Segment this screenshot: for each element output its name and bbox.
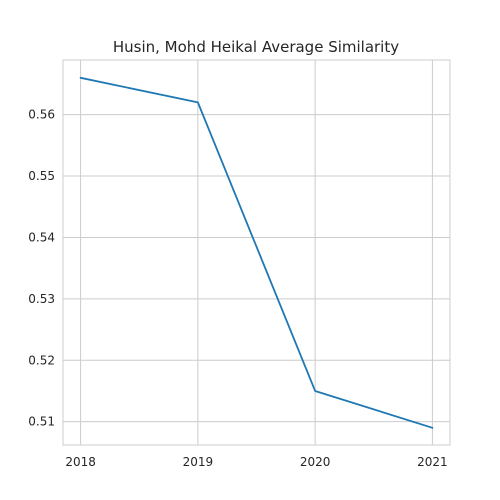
series-line bbox=[79, 76, 434, 429]
y-tick-label: 0.55 bbox=[28, 169, 55, 183]
y-tick-label: 0.56 bbox=[28, 108, 55, 122]
y-axis-tick-labels: 0.51 0.52 0.53 0.54 0.55 0.56 bbox=[28, 108, 55, 429]
x-tick-label: 2020 bbox=[300, 455, 331, 469]
y-tick-label: 0.51 bbox=[28, 415, 55, 429]
x-tick-label: 2019 bbox=[183, 455, 214, 469]
x-tick-label: 2018 bbox=[65, 455, 96, 469]
y-tick-label: 0.53 bbox=[28, 292, 55, 306]
x-gridlines bbox=[80, 60, 433, 445]
plot-area-frame bbox=[62, 59, 451, 446]
y-gridlines bbox=[63, 114, 450, 423]
y-tick-label: 0.52 bbox=[28, 353, 55, 367]
chart-title: Husin, Mohd Heikal Average Similarity bbox=[113, 38, 399, 56]
x-tick-label: 2021 bbox=[417, 455, 448, 469]
x-axis-tick-labels: 2018 2019 2020 2021 bbox=[65, 455, 447, 469]
series-layer bbox=[79, 76, 434, 429]
y-tick-label: 0.54 bbox=[28, 230, 55, 244]
